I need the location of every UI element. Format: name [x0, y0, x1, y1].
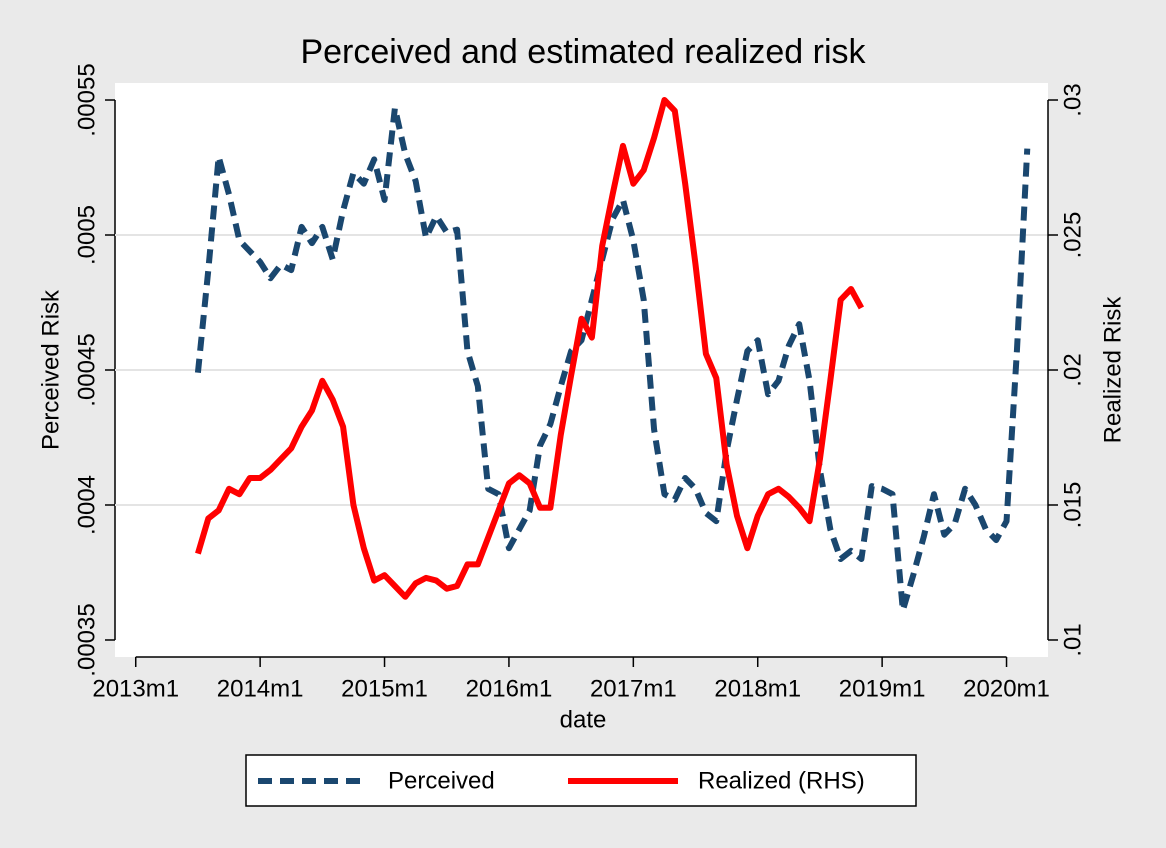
chart-title: Perceived and estimated realized risk: [300, 33, 866, 71]
x-tick-label: 2020m1: [963, 675, 1050, 702]
y2-axis-label: Realized Risk: [1099, 296, 1126, 444]
y2-tick-label: .025: [1059, 212, 1086, 259]
x-tick-label: 2015m1: [341, 675, 428, 702]
y-tick-label: .00055: [73, 63, 100, 136]
x-tick-label: 2016m1: [466, 675, 553, 702]
x-tick-label: 2019m1: [839, 675, 926, 702]
series-line: [195, 97, 865, 600]
y-tick-label: .00035: [73, 603, 100, 676]
legend-label: Perceived: [388, 767, 495, 794]
y2-tick-label: .03: [1059, 83, 1086, 116]
y2-tick-label: .02: [1059, 353, 1086, 386]
x-tick-label: 2014m1: [217, 675, 304, 702]
y2-tick-label: .015: [1059, 482, 1086, 529]
x-axis-label: date: [560, 706, 607, 733]
y-tick-label: .0004: [73, 475, 100, 535]
series-line: [194, 105, 1031, 614]
y2-tick-label: .01: [1059, 623, 1086, 656]
legend-label: Realized (RHS): [698, 767, 865, 794]
x-tick-label: 2017m1: [590, 675, 677, 702]
y-tick-label: .0005: [73, 205, 100, 265]
y-tick-label: .00045: [73, 333, 100, 406]
x-tick-label: 2013m1: [92, 675, 179, 702]
x-tick-label: 2018m1: [714, 675, 801, 702]
y-axis-label: Perceived Risk: [37, 289, 64, 450]
